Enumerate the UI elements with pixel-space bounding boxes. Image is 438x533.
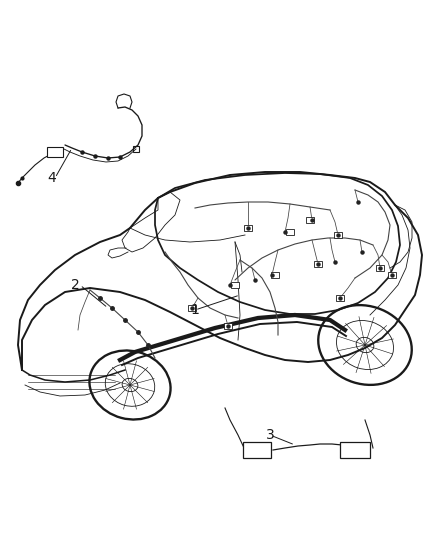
Bar <box>188 305 196 311</box>
Bar <box>286 229 294 235</box>
Text: 1: 1 <box>191 303 199 317</box>
Bar <box>224 323 232 329</box>
Bar <box>340 442 370 458</box>
Bar <box>314 261 322 267</box>
Text: 2: 2 <box>71 278 79 292</box>
Bar <box>334 232 342 238</box>
Bar <box>271 272 279 278</box>
Text: 4: 4 <box>48 171 57 185</box>
Bar <box>243 442 271 458</box>
Text: 3: 3 <box>265 428 274 442</box>
Bar <box>244 225 252 231</box>
Bar <box>47 147 63 157</box>
Bar <box>336 295 344 301</box>
Bar <box>231 282 239 288</box>
Bar <box>376 265 384 271</box>
Bar <box>388 272 396 278</box>
Bar <box>306 217 314 223</box>
